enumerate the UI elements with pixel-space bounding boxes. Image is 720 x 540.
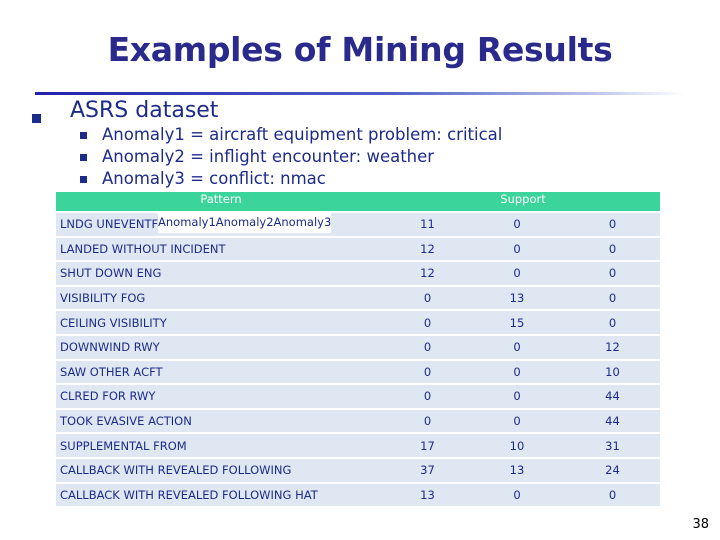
anomaly3-cell: 0: [565, 211, 660, 237]
anomaly2-cell: 15: [469, 309, 565, 335]
anomaly2-cell: 0: [469, 383, 565, 409]
anomaly1-cell: 37: [386, 456, 469, 483]
sub-bullet-square-icon: [80, 132, 87, 139]
anomaly1-cell: 12: [386, 260, 469, 286]
sub-bullet-1: Anomaly1 = aircraft equipment problem: c…: [102, 125, 503, 144]
mining-results-table: Pattern Support Anomaly1 Anomaly2 Anomal…: [56, 192, 660, 507]
anomaly2-cell: 0: [469, 407, 565, 434]
anomaly3-cell: 44: [565, 407, 660, 434]
sub-bullet-3: Anomaly3 = conflict: nmac: [102, 169, 326, 188]
sub-bullet-square-icon: [80, 154, 87, 161]
anomaly2-cell: 0: [469, 260, 565, 286]
table-row: SUPPLEMENTAL FROM 17 10 31: [56, 432, 660, 458]
pattern-cell: DOWNWIND RWY: [56, 333, 386, 360]
pattern-cell: TOOK EVASIVE ACTION: [56, 407, 386, 434]
bullet-square-icon: [32, 114, 41, 123]
table-row: SHUT DOWN ENG 12 0 0: [56, 260, 660, 286]
anomaly3-cell: 0: [565, 260, 660, 286]
title-divider: [35, 92, 685, 95]
table-row: CALLBACK WITH REVEALED FOLLOWING 37 13 2…: [56, 456, 660, 483]
table-row: CALLBACK WITH REVEALED FOLLOWING HAT 13 …: [56, 481, 660, 507]
anomaly1-cell: 0: [386, 284, 469, 311]
pattern-cell: VISIBILITY FOG: [56, 284, 386, 311]
table-row: LANDED WITHOUT INCIDENT 12 0 0: [56, 235, 660, 262]
pattern-cell: SHUT DOWN ENG: [56, 260, 386, 286]
support-header: Support: [386, 192, 660, 211]
sub-bullet-2: Anomaly2 = inflight encounter: weather: [102, 147, 435, 166]
anomaly3-cell: 0: [565, 284, 660, 311]
column-header-anomaly2: Anomaly2: [215, 211, 274, 233]
anomaly2-cell: 13: [469, 456, 565, 483]
anomaly3-cell: 31: [565, 432, 660, 458]
anomaly2-cell: 0: [469, 358, 565, 385]
table-row: CLRED FOR RWY 0 0 44: [56, 383, 660, 409]
pattern-cell: SAW OTHER ACFT: [56, 358, 386, 385]
pattern-cell: CALLBACK WITH REVEALED FOLLOWING: [56, 456, 386, 483]
anomaly3-cell: 0: [565, 235, 660, 262]
pattern-cell: CEILING VISIBILITY: [56, 309, 386, 335]
table-row: DOWNWIND RWY 0 0 12: [56, 333, 660, 360]
anomaly1-cell: 12: [386, 235, 469, 262]
table-row: LNDG UNEVENTFUL 11 0 0: [56, 211, 660, 237]
pattern-cell: SUPPLEMENTAL FROM: [56, 432, 386, 458]
table-row: CEILING VISIBILITY 0 15 0: [56, 309, 660, 335]
pattern-header: Pattern: [56, 192, 386, 211]
anomaly1-cell: 0: [386, 358, 469, 385]
anomaly2-cell: 0: [469, 481, 565, 507]
anomaly2-cell: 0: [469, 333, 565, 360]
anomaly2-cell: 0: [469, 235, 565, 262]
table-row: TOOK EVASIVE ACTION 0 0 44: [56, 407, 660, 434]
table-row: SAW OTHER ACFT 0 0 10: [56, 358, 660, 385]
pattern-cell: CLRED FOR RWY: [56, 383, 386, 409]
anomaly3-cell: 10: [565, 358, 660, 385]
anomaly3-cell: 0: [565, 481, 660, 507]
anomaly1-cell: 17: [386, 432, 469, 458]
column-header-anomaly1: Anomaly1: [158, 211, 216, 233]
anomaly1-cell: 0: [386, 383, 469, 409]
column-header-anomaly3: Anomaly3: [273, 211, 332, 233]
anomaly1-cell: 11: [386, 211, 469, 237]
page-number: 38: [692, 517, 709, 532]
sub-bullet-square-icon: [80, 176, 87, 183]
anomaly3-cell: 24: [565, 456, 660, 483]
anomaly1-cell: 0: [386, 407, 469, 434]
anomaly3-cell: 0: [565, 309, 660, 335]
anomaly2-cell: 10: [469, 432, 565, 458]
anomaly1-cell: 13: [386, 481, 469, 507]
table-row: VISIBILITY FOG 0 13 0: [56, 284, 660, 311]
pattern-cell: CALLBACK WITH REVEALED FOLLOWING HAT: [56, 481, 386, 507]
anomaly1-cell: 0: [386, 309, 469, 335]
slide-title: Examples of Mining Results: [107, 30, 613, 69]
pattern-cell: LANDED WITHOUT INCIDENT: [56, 235, 386, 262]
anomaly1-cell: 0: [386, 333, 469, 360]
main-bullet-text: ASRS dataset: [70, 98, 219, 123]
anomaly3-cell: 12: [565, 333, 660, 360]
anomaly2-cell: 0: [469, 211, 565, 237]
anomaly2-cell: 13: [469, 284, 565, 311]
anomaly3-cell: 44: [565, 383, 660, 409]
